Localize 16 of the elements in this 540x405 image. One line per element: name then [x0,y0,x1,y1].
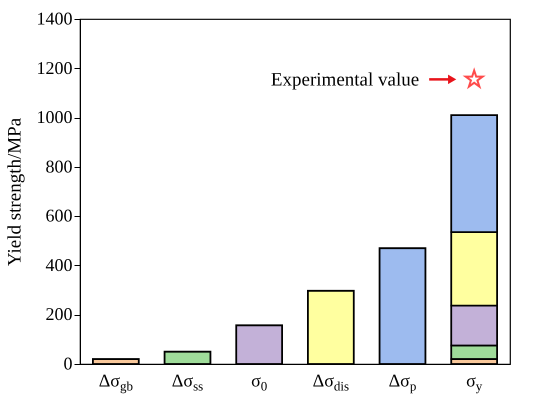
y-tick-label: 0 [64,354,72,374]
y-tick-label: 200 [46,304,72,324]
x-tick-label: Δσ$_{ss}$ [172,370,204,394]
x-tick-label: σ$_{0}$ [251,370,268,394]
x-tick-label: Δσ$_{gb}$ [98,370,133,394]
y-tick-label: 600 [46,206,72,226]
annotation: Experimental value [270,69,420,90]
y-axis-title: Yield strength/MPa [4,117,26,266]
y-tick-label: 1000 [36,107,72,128]
y-tick-label: 800 [46,156,72,176]
y-tick-label: 1400 [36,8,72,28]
x-tick-label: Δσ$_{p}$ [388,370,416,394]
x-tick-label: σ$_{y}$ [466,370,483,394]
y-tick-label: 1200 [36,58,72,78]
x-tick-label: Δσ$_{dis}$ [312,370,350,394]
y-tick-label: 400 [46,254,72,275]
